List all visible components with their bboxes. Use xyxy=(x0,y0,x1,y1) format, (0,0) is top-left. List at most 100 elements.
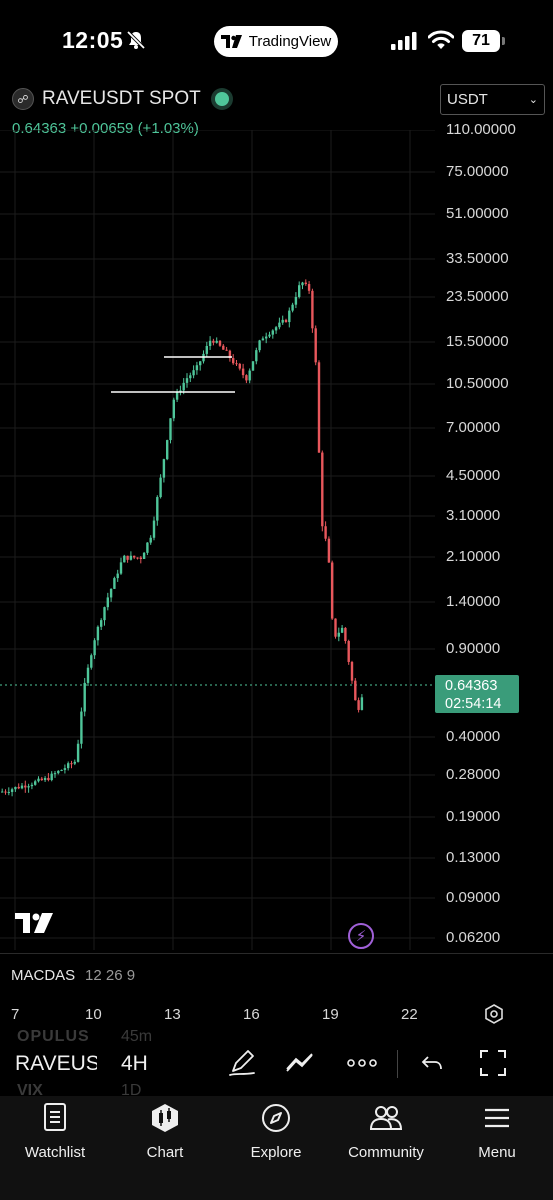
price-axis-label: 10.50000 xyxy=(446,375,509,392)
candle-body xyxy=(96,626,100,641)
candle-body xyxy=(298,285,301,297)
price-axis-label: 75.00000 xyxy=(446,163,509,180)
last-price: 0.64363 xyxy=(12,120,67,137)
time-axis-label: 13 xyxy=(164,1006,181,1023)
nav-label: Chart xyxy=(146,1144,184,1161)
currency-select[interactable]: USDT ⌄ xyxy=(440,84,545,115)
candle-body xyxy=(327,538,331,563)
candle-body xyxy=(100,620,103,627)
price-axis-label: 0.28000 xyxy=(446,766,501,783)
candle-body xyxy=(218,340,222,346)
axis-settings-icon[interactable] xyxy=(484,1004,504,1024)
last-price-tag: 0.64363 02:54:14 xyxy=(435,675,519,713)
chart-icon xyxy=(152,1104,178,1132)
toolbar-interval-button[interactable]: 4H xyxy=(121,1052,148,1075)
candle-body xyxy=(57,770,60,774)
price-axis-label: 3.10000 xyxy=(446,507,501,524)
pen-draw-icon[interactable] xyxy=(228,1049,256,1077)
candle-body xyxy=(106,597,109,608)
toolbar-divider xyxy=(397,1050,398,1078)
fullscreen-icon[interactable] xyxy=(480,1050,506,1076)
candle-body xyxy=(152,520,156,538)
tradingview-logo-icon xyxy=(220,34,242,48)
candle-body xyxy=(149,537,152,543)
candle-body xyxy=(354,680,357,701)
candle-body xyxy=(166,440,169,460)
candle-body xyxy=(1,791,4,793)
price-axis-label: 23.50000 xyxy=(446,288,509,305)
candle-body xyxy=(4,791,7,793)
toolbar-symbol-button[interactable]: RAVEUSDT xyxy=(15,1052,97,1075)
candle-body xyxy=(291,304,294,311)
candle-body xyxy=(80,711,83,744)
candle-body xyxy=(301,282,304,286)
symbol-header[interactable]: ☍ RAVEUSDT SPOT xyxy=(12,88,229,110)
candle-body xyxy=(67,763,70,769)
candle-body xyxy=(281,319,284,323)
candle-body xyxy=(103,607,106,621)
candle-body xyxy=(27,786,30,788)
candle-body xyxy=(331,562,334,619)
candle-body xyxy=(126,555,129,560)
bar-countdown: 02:54:14 xyxy=(445,696,502,712)
candle-body xyxy=(238,363,241,369)
bell-muted-icon xyxy=(126,30,146,50)
candle-body xyxy=(251,361,255,371)
compass-icon xyxy=(262,1104,290,1132)
battery-tip xyxy=(502,37,505,45)
candle-body xyxy=(248,370,251,381)
candle-body xyxy=(261,338,265,341)
candle-body xyxy=(321,452,324,527)
ghost-interval: 1D xyxy=(121,1082,142,1099)
status-time: 12:05 xyxy=(62,27,124,53)
price-axis-label: 33.50000 xyxy=(446,250,509,267)
candle-body xyxy=(215,340,218,343)
candle-body xyxy=(119,562,123,574)
trend-tools-icon[interactable] xyxy=(285,1051,315,1075)
candle-body xyxy=(288,310,291,323)
price-axis-label: 0.90000 xyxy=(446,640,501,657)
candle-body xyxy=(86,667,90,683)
bottom-navigation xyxy=(0,1096,553,1200)
nav-community[interactable]: Community xyxy=(331,1102,441,1161)
price-chart[interactable] xyxy=(0,130,553,990)
candle-body xyxy=(76,743,80,762)
candle-body xyxy=(228,350,232,359)
nav-chart[interactable]: Chart xyxy=(110,1102,220,1161)
candle-body xyxy=(175,391,179,400)
candle-body xyxy=(360,697,364,710)
candle-body xyxy=(274,327,278,331)
candle-body xyxy=(37,778,40,782)
candle-body xyxy=(278,322,281,328)
market-status-dot xyxy=(214,92,229,106)
undo-icon[interactable] xyxy=(421,1052,443,1074)
more-icon[interactable] xyxy=(347,1058,377,1068)
symbol-name: RAVEUSDT SPOT xyxy=(42,88,201,109)
candle-body xyxy=(83,682,86,712)
tradingview-pill-label: TradingView xyxy=(248,33,332,50)
nav-explore[interactable]: Explore xyxy=(221,1102,331,1161)
lightning-icon[interactable]: ⚡ xyxy=(348,923,374,949)
cellular-signal-icon xyxy=(391,32,417,50)
price-axis-label: 1.40000 xyxy=(446,593,501,610)
indicator-pane[interactable] xyxy=(0,953,553,997)
candle-body xyxy=(258,340,261,351)
price-change: +0.00659 xyxy=(70,120,134,137)
last-price-tag-value: 0.64363 xyxy=(445,678,498,694)
candle-body xyxy=(34,781,37,785)
tradingview-pill[interactable]: TradingView xyxy=(214,26,338,57)
candle-body xyxy=(169,418,172,441)
candle-body xyxy=(284,319,288,323)
candle-body xyxy=(172,399,175,419)
candle-body xyxy=(179,390,182,392)
nav-menu[interactable]: Menu xyxy=(442,1102,552,1161)
candle-body xyxy=(189,375,192,379)
watchlist-icon xyxy=(44,1103,66,1131)
time-axis-label: 10 xyxy=(85,1006,102,1023)
candle-body xyxy=(70,763,73,765)
nav-label: Menu xyxy=(478,1144,516,1161)
candle-body xyxy=(182,382,185,391)
nav-watchlist[interactable]: Watchlist xyxy=(0,1102,110,1161)
candle-body xyxy=(324,526,327,539)
wifi-icon xyxy=(428,30,454,49)
